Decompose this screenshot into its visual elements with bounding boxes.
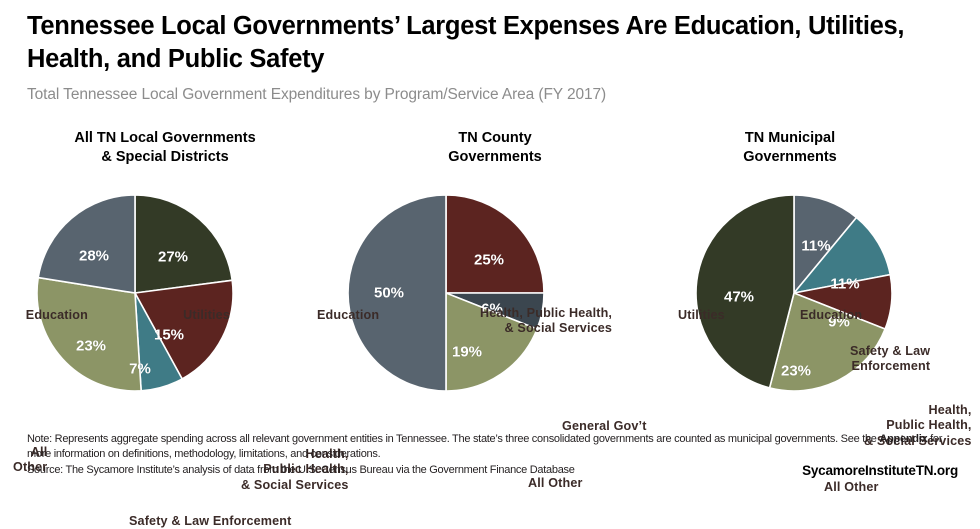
category-label-all-other: All Other: [13, 445, 47, 476]
chart-title-line-1: TN Municipal: [744, 130, 836, 146]
slice-value-education: 28%: [78, 247, 110, 265]
pie-slice-all-other: [768, 291, 887, 392]
slice-value-all-other: 19%: [451, 343, 483, 361]
slice-value-safety: 11%: [830, 275, 860, 293]
category-label-health: Health, Public Health, & Social Services: [241, 447, 349, 493]
category-label-all-other: All Other: [528, 476, 583, 490]
chart-title-municipal-governments: TN Municipal Governments: [660, 129, 920, 166]
footnote-text-after: for more information on definitions, met…: [27, 433, 943, 460]
slice-value-health: 15%: [153, 326, 185, 344]
pie-slice-all-other: [445, 291, 539, 392]
category-label-health-line-1: Health,: [305, 447, 349, 461]
source-line: Source: The Sycamore Institute’s analysi…: [27, 464, 575, 477]
category-label-education: Education: [25, 308, 88, 322]
slice-value-general-govt: 6%: [481, 300, 503, 318]
chart-title-line-2: Governments: [448, 148, 542, 165]
pie-slice-education: [347, 194, 447, 392]
pie-slice-all-other: [36, 276, 142, 392]
footnote-text-before: Note: Represents aggregate spending acro…: [27, 433, 880, 445]
brand-wordmark[interactable]: SycamoreInstituteTN.org: [802, 463, 958, 478]
category-label-health-line-2: Public Health,: [886, 418, 972, 433]
infographic-page: Tennessee Local Governments’ Largest Exp…: [0, 10, 980, 528]
footer: Note: Represents aggregate spending acro…: [27, 432, 957, 478]
page-title: Tennessee Local Governments’ Largest Exp…: [27, 12, 905, 74]
category-label-health-line-1: Health,: [928, 403, 972, 417]
category-label-health-line-3: & Social Services: [864, 433, 972, 448]
category-label-safety: Safety & Law Enforcement: [850, 344, 930, 375]
category-label-all-other-line-1: All: [30, 445, 48, 459]
category-label-utilities: Utilities: [183, 308, 230, 322]
category-label-health: Health, Public Health, & Social Services: [864, 403, 972, 449]
category-label-education: Education: [317, 308, 380, 322]
pie-chart-county-governments: 25% 6% 19% 50%: [347, 194, 545, 392]
footnote: Note: Represents aggregate spending acro…: [27, 432, 957, 461]
chart-title-line-1: All TN Local Governments: [74, 130, 256, 146]
pie-slice-education: [37, 194, 136, 294]
category-label-all-other: All Other: [824, 480, 879, 494]
header: Tennessee Local Governments’ Largest Exp…: [27, 10, 927, 104]
chart-title-county-governments: TN County Governments: [330, 129, 660, 166]
pie-slice-safety: [791, 216, 892, 295]
pie-slice-health: [445, 194, 545, 294]
pie-svg: [36, 194, 234, 392]
category-label-safety-line-2: Enforcement: [851, 359, 931, 374]
slice-value-utilities: 27%: [157, 248, 189, 266]
slice-value-education: 50%: [373, 284, 405, 302]
category-label-health-line-2: Public Health,: [263, 462, 349, 477]
category-label-safety-line-1: Safety & Law: [850, 344, 931, 358]
category-label-health-line-2: & Social Services: [504, 321, 613, 336]
category-label-utilities: Utilities: [678, 308, 725, 322]
page-subtitle: Total Tennessee Local Government Expendi…: [27, 86, 607, 104]
slice-value-education: 11%: [801, 237, 831, 255]
chart-panel-county-governments: TN County Governments 25% 6% 19% 50%: [317, 120, 660, 490]
category-label-safety: Safety & Law Enforcement: [129, 514, 292, 528]
pie-chart-all-local-governments: 27% 15% 7% 23% 28%: [36, 194, 234, 392]
category-label-health: Health, Public Health, & Social Services: [480, 306, 612, 337]
category-label-general-govt: General Gov’t: [562, 419, 647, 433]
category-label-all-other-line-2: Other: [13, 460, 48, 475]
slice-value-all-other: 23%: [780, 362, 812, 380]
pie-chart-municipal-governments: 11% 11% 9% 23% 47%: [695, 194, 893, 392]
pie-svg: [347, 194, 545, 392]
chart-title-line-1: TN County: [458, 130, 532, 146]
chart-panel-all-local-governments: All TN Local Governments & Special Distr…: [0, 120, 348, 528]
chart-title-all-local-governments: All TN Local Governments & Special Distr…: [0, 129, 330, 166]
pie-slice-health: [133, 279, 234, 381]
pie-svg: [695, 194, 893, 392]
category-label-education: Education: [800, 308, 863, 322]
chart-panel-municipal-governments: TN Municipal Governments 11%: [660, 120, 980, 494]
pie-slice-utilities: [134, 194, 234, 294]
slice-value-utilities: 47%: [723, 288, 755, 306]
category-label-health-line-1: Health, Public Health,: [480, 306, 613, 320]
pie-slice-education: [793, 194, 858, 296]
category-label-health-line-3: & Social Services: [241, 477, 349, 492]
slice-value-health: 9%: [828, 313, 850, 331]
slice-value-safety: 7%: [129, 360, 151, 378]
footnote-appendix-link[interactable]: Appendix: [879, 433, 928, 445]
chart-title-line-2: Governments: [743, 148, 837, 165]
slice-value-health: 25%: [473, 251, 505, 269]
pie-slice-utilities: [695, 194, 795, 389]
slice-value-all-other: 23%: [75, 337, 107, 355]
chart-title-line-2: & Special Districts: [101, 148, 229, 165]
